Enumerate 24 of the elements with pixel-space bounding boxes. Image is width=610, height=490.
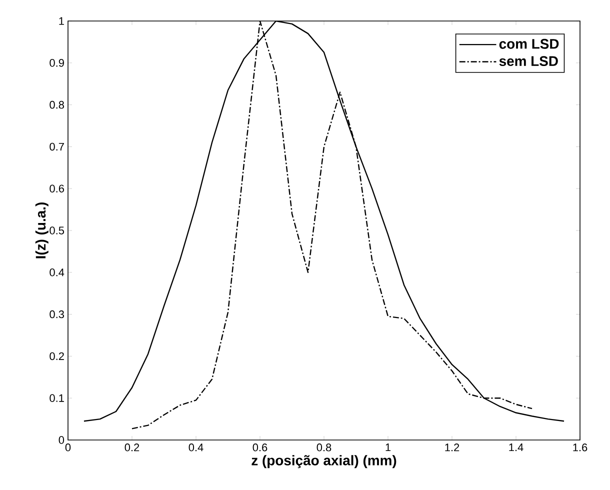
x-tick-label: 1.4 [509, 444, 524, 452]
y-tick-label: 0.1 [50, 394, 64, 402]
y-tick-label: 0.7 [50, 142, 64, 151]
x-tick-label: 0.4 [188, 444, 204, 452]
y-tick-label: 0.4 [50, 268, 64, 276]
y-tick-label: 1 [59, 17, 64, 25]
x-tick-label: 0 [65, 444, 71, 452]
x-tick-label: 1.6 [573, 444, 588, 452]
y-axis-title: I(z) (u.a.) [35, 202, 48, 258]
legend-label: sem LSD [499, 56, 558, 66]
x-tick-label: 0.8 [316, 444, 332, 452]
y-tick-label: 0 [58, 436, 64, 444]
y-tick-label: 0.6 [50, 184, 64, 192]
y-tick-label: 0.3 [50, 310, 64, 318]
x-tick-label: 0.2 [124, 444, 140, 452]
y-tick-label: 0.2 [50, 352, 64, 360]
y-tick-label: 0.9 [50, 59, 64, 67]
x-axis-title: z (posição axial) (mm) [252, 455, 396, 468]
x-tick-label: 1.2 [445, 444, 460, 452]
x-tick-label: 1 [386, 444, 391, 452]
x-tick-label: 0.6 [252, 444, 268, 452]
y-tick-label: 0.8 [50, 100, 64, 109]
y-tick-label: 0.5 [50, 226, 64, 234]
legend-label: com LSD [499, 38, 559, 49]
